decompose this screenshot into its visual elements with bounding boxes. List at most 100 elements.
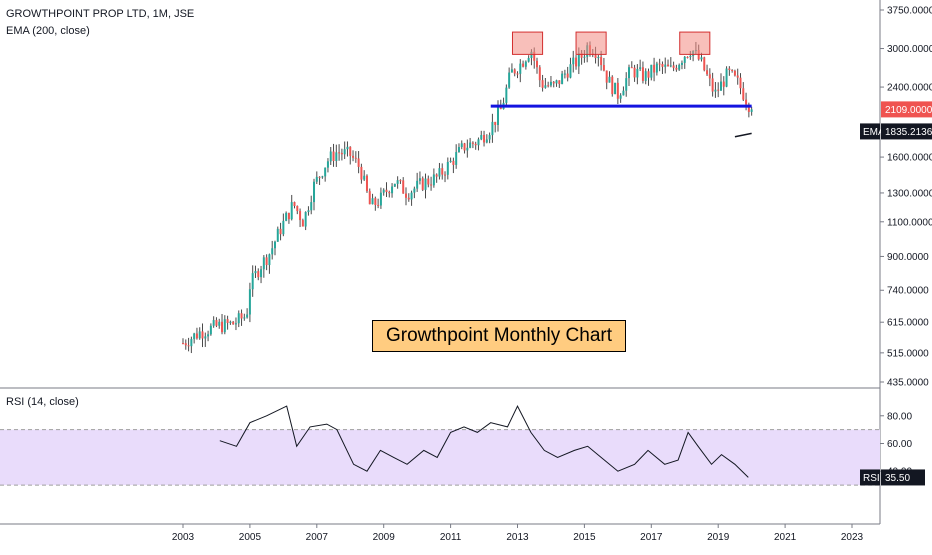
price-tick-label: 515.0000: [887, 348, 929, 359]
candle-body: [549, 81, 552, 86]
candle-body: [190, 339, 193, 347]
time-tick-label: 2007: [306, 532, 329, 543]
candle-body: [229, 321, 232, 323]
candle-body: [293, 202, 296, 206]
time-tick-label: 2005: [239, 532, 262, 543]
candle-body: [633, 67, 636, 78]
candle-body: [282, 220, 285, 235]
candle-body: [304, 212, 307, 227]
candle-body: [496, 107, 499, 125]
candle-body: [271, 248, 274, 255]
price-tick-label: 1600.0000: [887, 153, 932, 164]
candle-body: [474, 143, 477, 146]
ema-name-label: EMA: [863, 127, 885, 138]
candle-body: [421, 178, 424, 190]
candle-body: [686, 56, 689, 58]
candle-body: [427, 178, 430, 185]
candle-body: [182, 343, 184, 345]
candle-body: [569, 64, 572, 78]
candle-body: [435, 174, 438, 177]
time-tick-label: 2003: [172, 532, 195, 543]
candle-body: [276, 228, 279, 242]
candle-body: [563, 73, 566, 75]
candle-body: [246, 314, 249, 318]
candle-body: [647, 71, 650, 78]
candle-body: [184, 343, 187, 346]
candle-body: [480, 134, 483, 140]
rsi-value-label: 35.50: [885, 473, 910, 484]
candle-body: [360, 166, 363, 180]
candle-body: [265, 257, 268, 266]
candle-body: [602, 65, 605, 71]
last-price-label: 2109.0000: [885, 105, 932, 116]
candle-body: [365, 175, 368, 192]
candle-body: [597, 56, 600, 59]
candle-body: [460, 143, 463, 148]
candle-body: [530, 51, 533, 59]
candle-body: [310, 202, 313, 211]
candle-body: [566, 73, 569, 78]
candle-body: [332, 151, 335, 162]
candle-body: [418, 178, 421, 181]
candle-body: [430, 184, 433, 186]
candle-body: [279, 228, 282, 235]
candle-body: [680, 62, 683, 65]
candle-body: [187, 345, 190, 347]
candle-body: [655, 63, 658, 73]
candle-body: [616, 82, 619, 99]
candle-body: [379, 192, 382, 206]
candle-body: [510, 69, 513, 73]
candle-body: [555, 80, 558, 84]
candle-body: [391, 186, 394, 194]
price-tick-label: 740.0000: [887, 286, 929, 297]
candle-body: [424, 178, 427, 190]
candle-body: [580, 53, 583, 58]
price-tick-label: 3000.0000: [887, 44, 932, 55]
ema-legend: EMA (200, close): [6, 25, 90, 37]
candle-body: [505, 87, 508, 103]
candle-body: [471, 142, 474, 144]
candle-body: [407, 197, 410, 200]
candle-body: [285, 212, 288, 221]
candle-body: [639, 67, 642, 70]
candle-body: [605, 70, 608, 83]
candle-body: [628, 67, 630, 79]
candle-body: [234, 323, 237, 325]
candle-body: [273, 241, 276, 249]
candle-body: [232, 321, 235, 325]
rsi-tick-label: 60.00: [887, 439, 912, 450]
candle-body: [594, 55, 597, 59]
candle-body: [262, 257, 265, 270]
candle-body: [742, 88, 745, 100]
candle-body: [708, 74, 711, 79]
candle-body: [326, 161, 329, 168]
candle-body: [725, 68, 728, 87]
candle-body: [195, 333, 198, 339]
candle-body: [321, 176, 324, 178]
chart-annotation: Growthpoint Monthly Chart: [372, 320, 626, 352]
candle-body: [653, 64, 656, 73]
candle-body: [747, 104, 750, 112]
ema-name-tag: [860, 123, 880, 140]
rsi-band: [0, 429, 880, 486]
candle-body: [416, 180, 419, 189]
candle-body: [622, 90, 625, 96]
candle-body: [483, 134, 486, 143]
candle-body: [750, 109, 753, 112]
candle-body: [675, 67, 678, 70]
candle-body: [382, 189, 385, 193]
candle-body: [538, 67, 541, 81]
candle-body: [519, 63, 522, 74]
candle-body: [630, 67, 633, 69]
price-tick-label: 3750.0000: [887, 6, 932, 17]
candle-body: [410, 192, 413, 200]
price-tick-label: 900.0000: [887, 252, 929, 263]
ema-value-tag: [881, 123, 932, 140]
candle-body: [290, 202, 293, 220]
candle-body: [494, 121, 497, 125]
candle-body: [335, 152, 338, 162]
candle-body: [583, 56, 586, 58]
candle-body: [248, 289, 251, 315]
